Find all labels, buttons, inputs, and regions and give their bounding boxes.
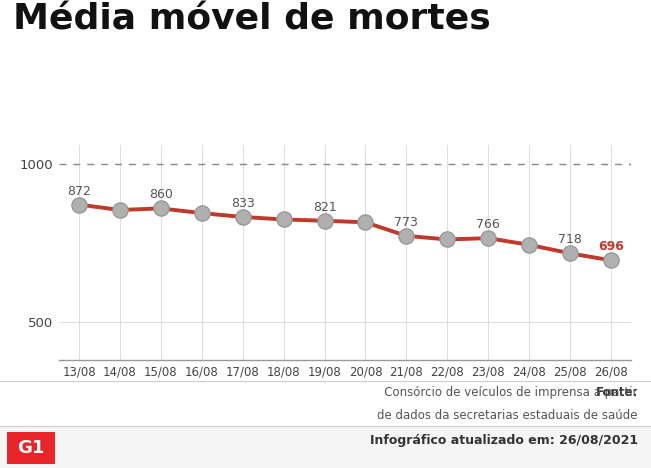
Text: Fonte:: Fonte: — [596, 386, 638, 399]
Point — [606, 256, 616, 264]
Text: 773: 773 — [395, 216, 419, 229]
Point — [524, 241, 534, 249]
Text: 833: 833 — [231, 197, 255, 210]
Point — [74, 201, 84, 208]
Point — [115, 206, 125, 214]
Text: 718: 718 — [558, 234, 582, 246]
Text: Média móvel de mortes: Média móvel de mortes — [13, 2, 491, 37]
Text: 766: 766 — [477, 218, 500, 231]
Point — [565, 249, 575, 257]
Text: 872: 872 — [67, 185, 91, 197]
Point — [279, 216, 289, 223]
Text: de dados da secretarias estaduais de saúde: de dados da secretarias estaduais de saú… — [378, 409, 638, 422]
Point — [320, 217, 330, 225]
Text: Infográfico atualizado em: 26/08/2021: Infográfico atualizado em: 26/08/2021 — [370, 434, 638, 447]
Text: Consórcio de veículos de imprensa a partir: Consórcio de veículos de imprensa a part… — [359, 386, 638, 399]
Point — [360, 219, 370, 226]
Point — [156, 205, 166, 212]
Text: 860: 860 — [149, 189, 173, 201]
Text: 696: 696 — [598, 241, 624, 253]
Point — [197, 209, 207, 217]
Point — [483, 234, 493, 242]
Point — [238, 213, 248, 221]
Point — [442, 236, 452, 243]
Text: 821: 821 — [312, 201, 337, 214]
Text: G1: G1 — [17, 439, 45, 457]
Point — [401, 232, 411, 240]
